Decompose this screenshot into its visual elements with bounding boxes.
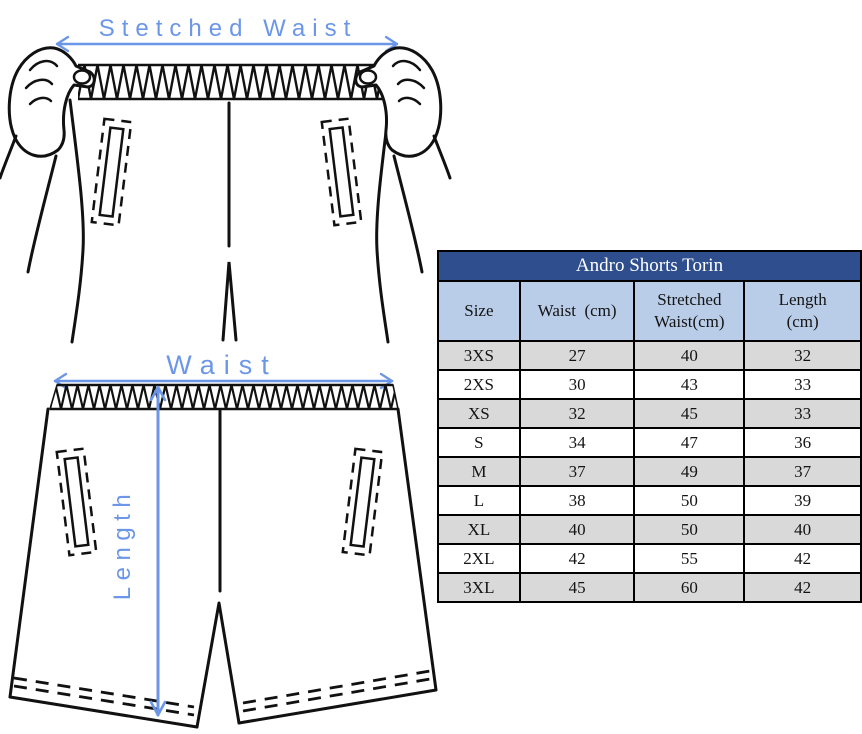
table-cell: 42	[743, 572, 862, 603]
table-cell: 50	[633, 514, 746, 545]
table-cell: 2XL	[437, 543, 521, 574]
table-cell: 27	[518, 340, 636, 371]
table-cell: 34	[518, 427, 636, 458]
table-cell: 55	[633, 543, 746, 574]
table-cell: 33	[743, 369, 862, 400]
table-row: M 37 49 37	[437, 456, 862, 487]
header-length: Length (cm)	[743, 280, 862, 342]
hem-stitch-lines	[13, 669, 431, 717]
table-row: 3XS 27 40 32	[437, 340, 862, 371]
table-cell: S	[437, 427, 521, 458]
right-pocket-icon	[341, 447, 384, 557]
header-stretched-waist: Stretched Waist(cm)	[633, 280, 746, 342]
table-cell: 47	[633, 427, 746, 458]
right-hand-icon	[354, 46, 452, 274]
table-cell: 60	[633, 572, 746, 603]
header-waist: Waist (cm)	[518, 280, 636, 342]
left-pocket-icon	[55, 447, 98, 557]
waist-label: Waist	[166, 350, 278, 380]
table-cell: 30	[518, 369, 636, 400]
table-cell: 39	[743, 485, 862, 516]
table-cell: XL	[437, 514, 521, 545]
table-cell: 37	[518, 456, 636, 487]
length-arrow	[149, 385, 167, 717]
flat-waistband	[48, 383, 399, 411]
stretched-waist-label: Stetched Waist	[99, 15, 358, 42]
shorts-body-top	[68, 98, 392, 344]
table-row: XL 40 50 40	[437, 514, 862, 545]
table-cell: XS	[437, 398, 521, 429]
table-cell: 3XL	[437, 572, 521, 603]
table-cell: M	[437, 456, 521, 487]
table-title-row: Andro Shorts Torin	[437, 250, 862, 282]
table-cell: 40	[743, 514, 862, 545]
table-cell: 50	[633, 485, 746, 516]
table-row: 2XL 42 55 42	[437, 543, 862, 574]
right-pocket-icon	[320, 117, 363, 227]
table-cell: 32	[743, 340, 862, 371]
table-cell: 33	[743, 398, 862, 429]
table-cell: 37	[743, 456, 862, 487]
size-table: Andro Shorts Torin Size Waist (cm) Stret…	[437, 250, 862, 603]
table-row: 3XL 45 60 42	[437, 572, 862, 603]
table-cell: 45	[633, 398, 746, 429]
table-cell: 2XS	[437, 369, 521, 400]
table-cell: 42	[743, 543, 862, 574]
table-cell: 40	[518, 514, 636, 545]
table-cell: 38	[518, 485, 636, 516]
flat-shorts-diagram: Waist	[8, 350, 438, 729]
left-hand-icon	[0, 46, 96, 274]
table-row: XS 32 45 33	[437, 398, 862, 429]
left-pocket-icon	[90, 117, 133, 227]
table-row: 2XS 30 43 33	[437, 369, 862, 400]
table-cell: 3XS	[437, 340, 521, 371]
stretched-waistband	[78, 63, 396, 101]
header-size: Size	[437, 280, 521, 342]
table-cell: 45	[518, 572, 636, 603]
table-title: Andro Shorts Torin	[437, 250, 862, 282]
table-cell: 32	[518, 398, 636, 429]
table-cell: 40	[633, 340, 746, 371]
table-cell: 36	[743, 427, 862, 458]
table-row: L 38 50 39	[437, 485, 862, 516]
table-cell: 43	[633, 369, 746, 400]
table-header-row: Size Waist (cm) Stretched Waist(cm) Leng…	[437, 280, 862, 342]
length-label: Length	[109, 488, 136, 600]
table-cell: L	[437, 485, 521, 516]
shorts-body-flat	[8, 407, 438, 729]
table-row: S 34 47 36	[437, 427, 862, 458]
stretched-waist-diagram: Stetched Waist	[0, 15, 452, 344]
table-cell: 42	[518, 543, 636, 574]
table-cell: 49	[633, 456, 746, 487]
